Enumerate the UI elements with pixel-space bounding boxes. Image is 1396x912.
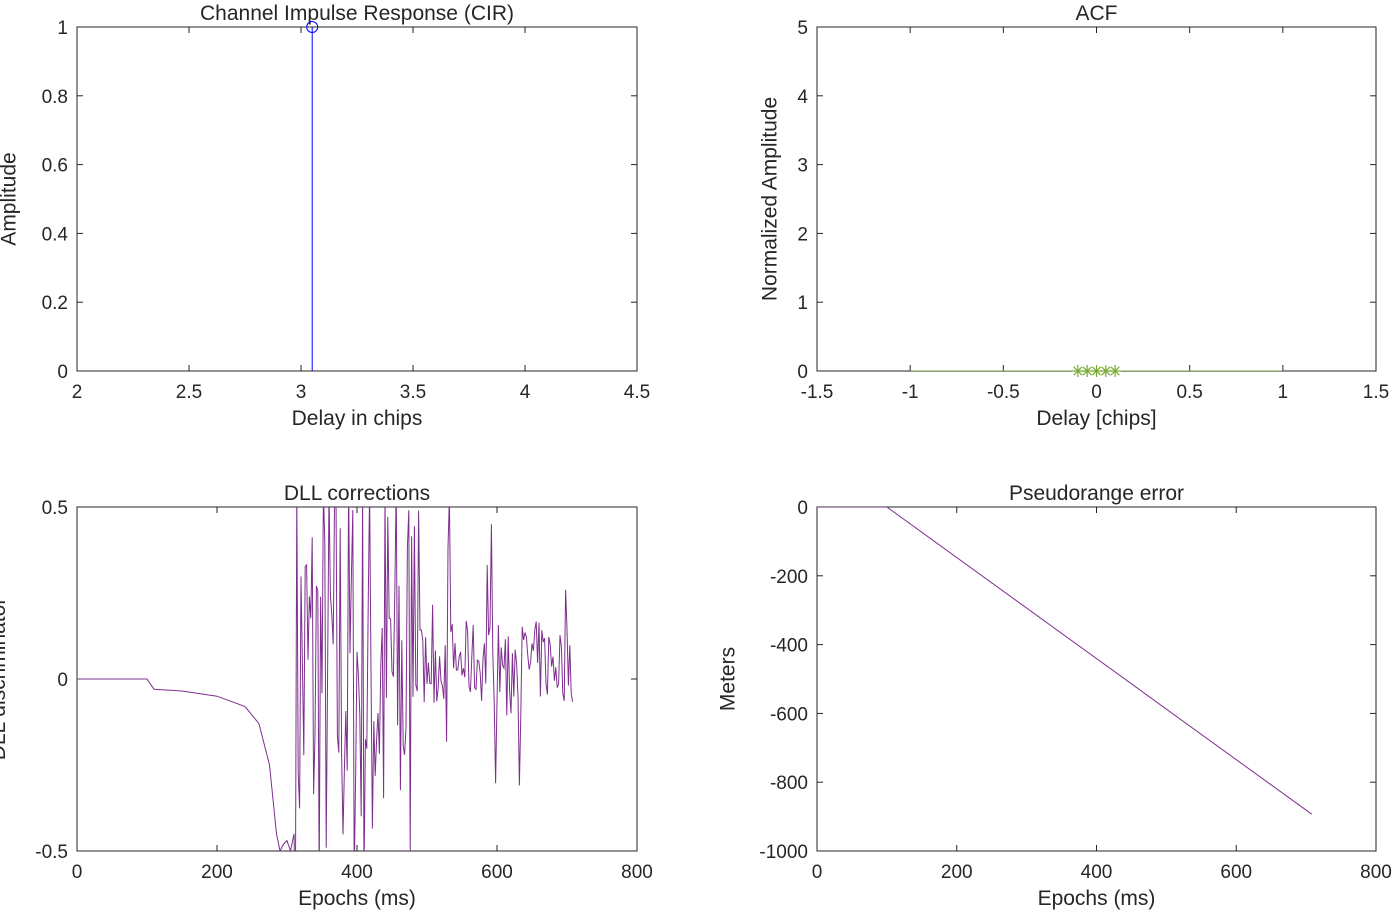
y-tick-label: 0 — [797, 362, 808, 383]
x-axis-label: Delay in chips — [292, 407, 423, 430]
x-tick-label: 2.5 — [176, 382, 202, 403]
cir-chart: 2 2.5 3 3.5 4 4.5 0 0.2 0.4 0.6 0.8 1 Channel Impuls… — [0, 2, 650, 430]
y-tick-label: 0 — [797, 498, 808, 519]
chart-title: ACF — [1076, 2, 1118, 25]
y-axis-label: Amplitude — [0, 152, 21, 245]
y-tick-label: 0.8 — [42, 87, 68, 108]
y-tick-label: 1 — [797, 293, 808, 314]
acf-axes-box — [816, 26, 1377, 372]
x-tick-label: 3 — [296, 382, 307, 403]
x-axis-label: Epochs (ms) — [1038, 887, 1156, 910]
y-tick-label: 0.6 — [42, 156, 68, 177]
x-tick-label: -1.5 — [801, 382, 834, 403]
dll-plot-area — [77, 507, 574, 851]
x-tick-label: 600 — [1220, 862, 1252, 883]
chart-title: Pseudorange error — [1009, 482, 1184, 505]
x-tick-label: 0.5 — [1176, 382, 1202, 403]
y-tick-label: -0.5 — [35, 842, 68, 863]
cir-axes-box — [76, 26, 638, 372]
x-axis-label: Delay [chips] — [1036, 407, 1156, 430]
x-tick-label: 200 — [941, 862, 973, 883]
y-tick-label: 0.5 — [42, 498, 68, 519]
y-tick-label: 2 — [797, 224, 808, 245]
acf-chart: -1.5 -1 -0.5 0 0.5 1 1.5 0 1 2 3 4 5 ACF Delay [chips]… — [759, 2, 1390, 430]
y-tick-label: -400 — [770, 636, 808, 657]
x-tick-label: 4 — [520, 382, 531, 403]
x-tick-label: 400 — [1081, 862, 1113, 883]
y-tick-label: 0 — [57, 670, 68, 691]
y-tick-label: -600 — [770, 704, 808, 725]
y-axis-label: Normalized Amplitude — [759, 97, 782, 301]
y-tick-label: 4 — [797, 87, 808, 108]
asterisk-marker — [1081, 365, 1094, 377]
y-tick-label: -200 — [770, 567, 808, 588]
x-tick-label: 4.5 — [624, 382, 650, 403]
x-tick-label: 800 — [621, 862, 653, 883]
x-tick-label: -0.5 — [987, 382, 1020, 403]
x-tick-label: 400 — [341, 862, 373, 883]
pr-axes-box — [816, 506, 1377, 852]
asterisk-marker — [1071, 365, 1084, 377]
y-axis-label: DLL discriminator — [0, 598, 10, 761]
x-tick-label: -1 — [902, 382, 919, 403]
x-tick-label: 0 — [812, 862, 823, 883]
asterisk-marker — [1109, 365, 1122, 377]
y-tick-label: -1000 — [759, 842, 808, 863]
chart-title: Channel Impulse Response (CIR) — [200, 2, 514, 25]
x-tick-label: 200 — [201, 862, 233, 883]
x-tick-label: 600 — [481, 862, 513, 883]
x-axis-label: Epochs (ms) — [298, 887, 416, 910]
y-tick-label: 1 — [57, 18, 68, 39]
x-tick-label: 2 — [72, 382, 83, 403]
x-tick-label: 3.5 — [400, 382, 426, 403]
y-tick-label: 0 — [57, 362, 68, 383]
stem-marker — [306, 21, 319, 33]
x-tick-label: 1.5 — [1363, 382, 1389, 403]
chart-title: DLL corrections — [284, 482, 430, 505]
series-line — [77, 507, 574, 851]
y-tick-label: 0.2 — [42, 293, 68, 314]
y-tick-label: 5 — [797, 18, 808, 39]
x-tick-label: 1 — [1278, 382, 1289, 403]
pr-chart: 0 200 400 600 800 -1000 -800 -600 -400 -200 0 Pseud… — [717, 482, 1392, 910]
y-tick-label: -800 — [770, 773, 808, 794]
x-tick-label: 0 — [72, 862, 83, 883]
y-axis-label: Meters — [717, 647, 740, 711]
x-tick-label: 0 — [1091, 382, 1102, 403]
x-tick-label: 800 — [1360, 862, 1392, 883]
series-line — [817, 507, 1312, 815]
y-tick-label: 3 — [797, 156, 808, 177]
pr-plot-area — [817, 507, 1312, 815]
y-tick-label: 0.4 — [42, 224, 69, 245]
